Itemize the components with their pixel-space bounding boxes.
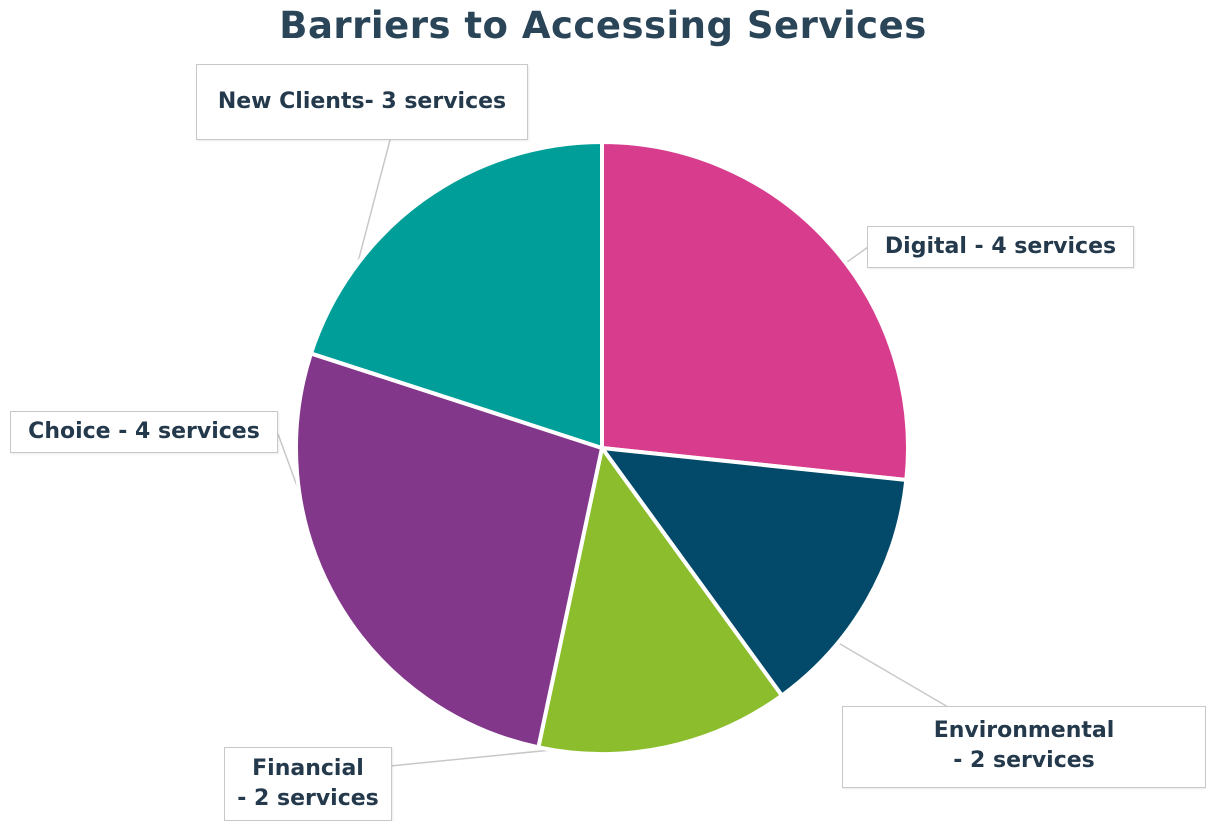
pie-slice-digital	[600, 140, 910, 482]
pie-slice-new-clients	[308, 140, 604, 450]
callout-financial-line-1: Financial	[252, 756, 364, 781]
chart-title: Barriers to Accessing Services	[279, 4, 927, 47]
callout-financial: Financial - 2 services	[224, 747, 392, 821]
callout-choice: Choice - 4 services	[10, 411, 278, 453]
callout-digital: Digital - 4 services	[867, 226, 1134, 268]
callout-choice-line-1: Choice - 4 services	[28, 419, 260, 444]
leader-line-digital	[843, 246, 869, 265]
pie-slice-environmental	[600, 446, 909, 698]
callout-environmental-line-1: Environmental	[933, 718, 1115, 743]
leader-line-environmental	[835, 641, 949, 708]
callout-new-clients-line-1: New Clients- 3 services	[217, 89, 507, 114]
leader-line-new-clients	[355, 139, 391, 270]
callout-new-clients: New Clients- 3 services	[196, 64, 528, 140]
callout-environmental-line-2: - 2 services	[953, 748, 1095, 773]
pie-slice-financial	[536, 446, 784, 756]
callout-financial-line-2: - 2 services	[237, 786, 379, 811]
pie-slice-choice	[294, 351, 604, 750]
callout-digital-line-1: Digital - 4 services	[884, 234, 1117, 259]
callout-environmental: Environmental - 2 services	[842, 706, 1206, 788]
